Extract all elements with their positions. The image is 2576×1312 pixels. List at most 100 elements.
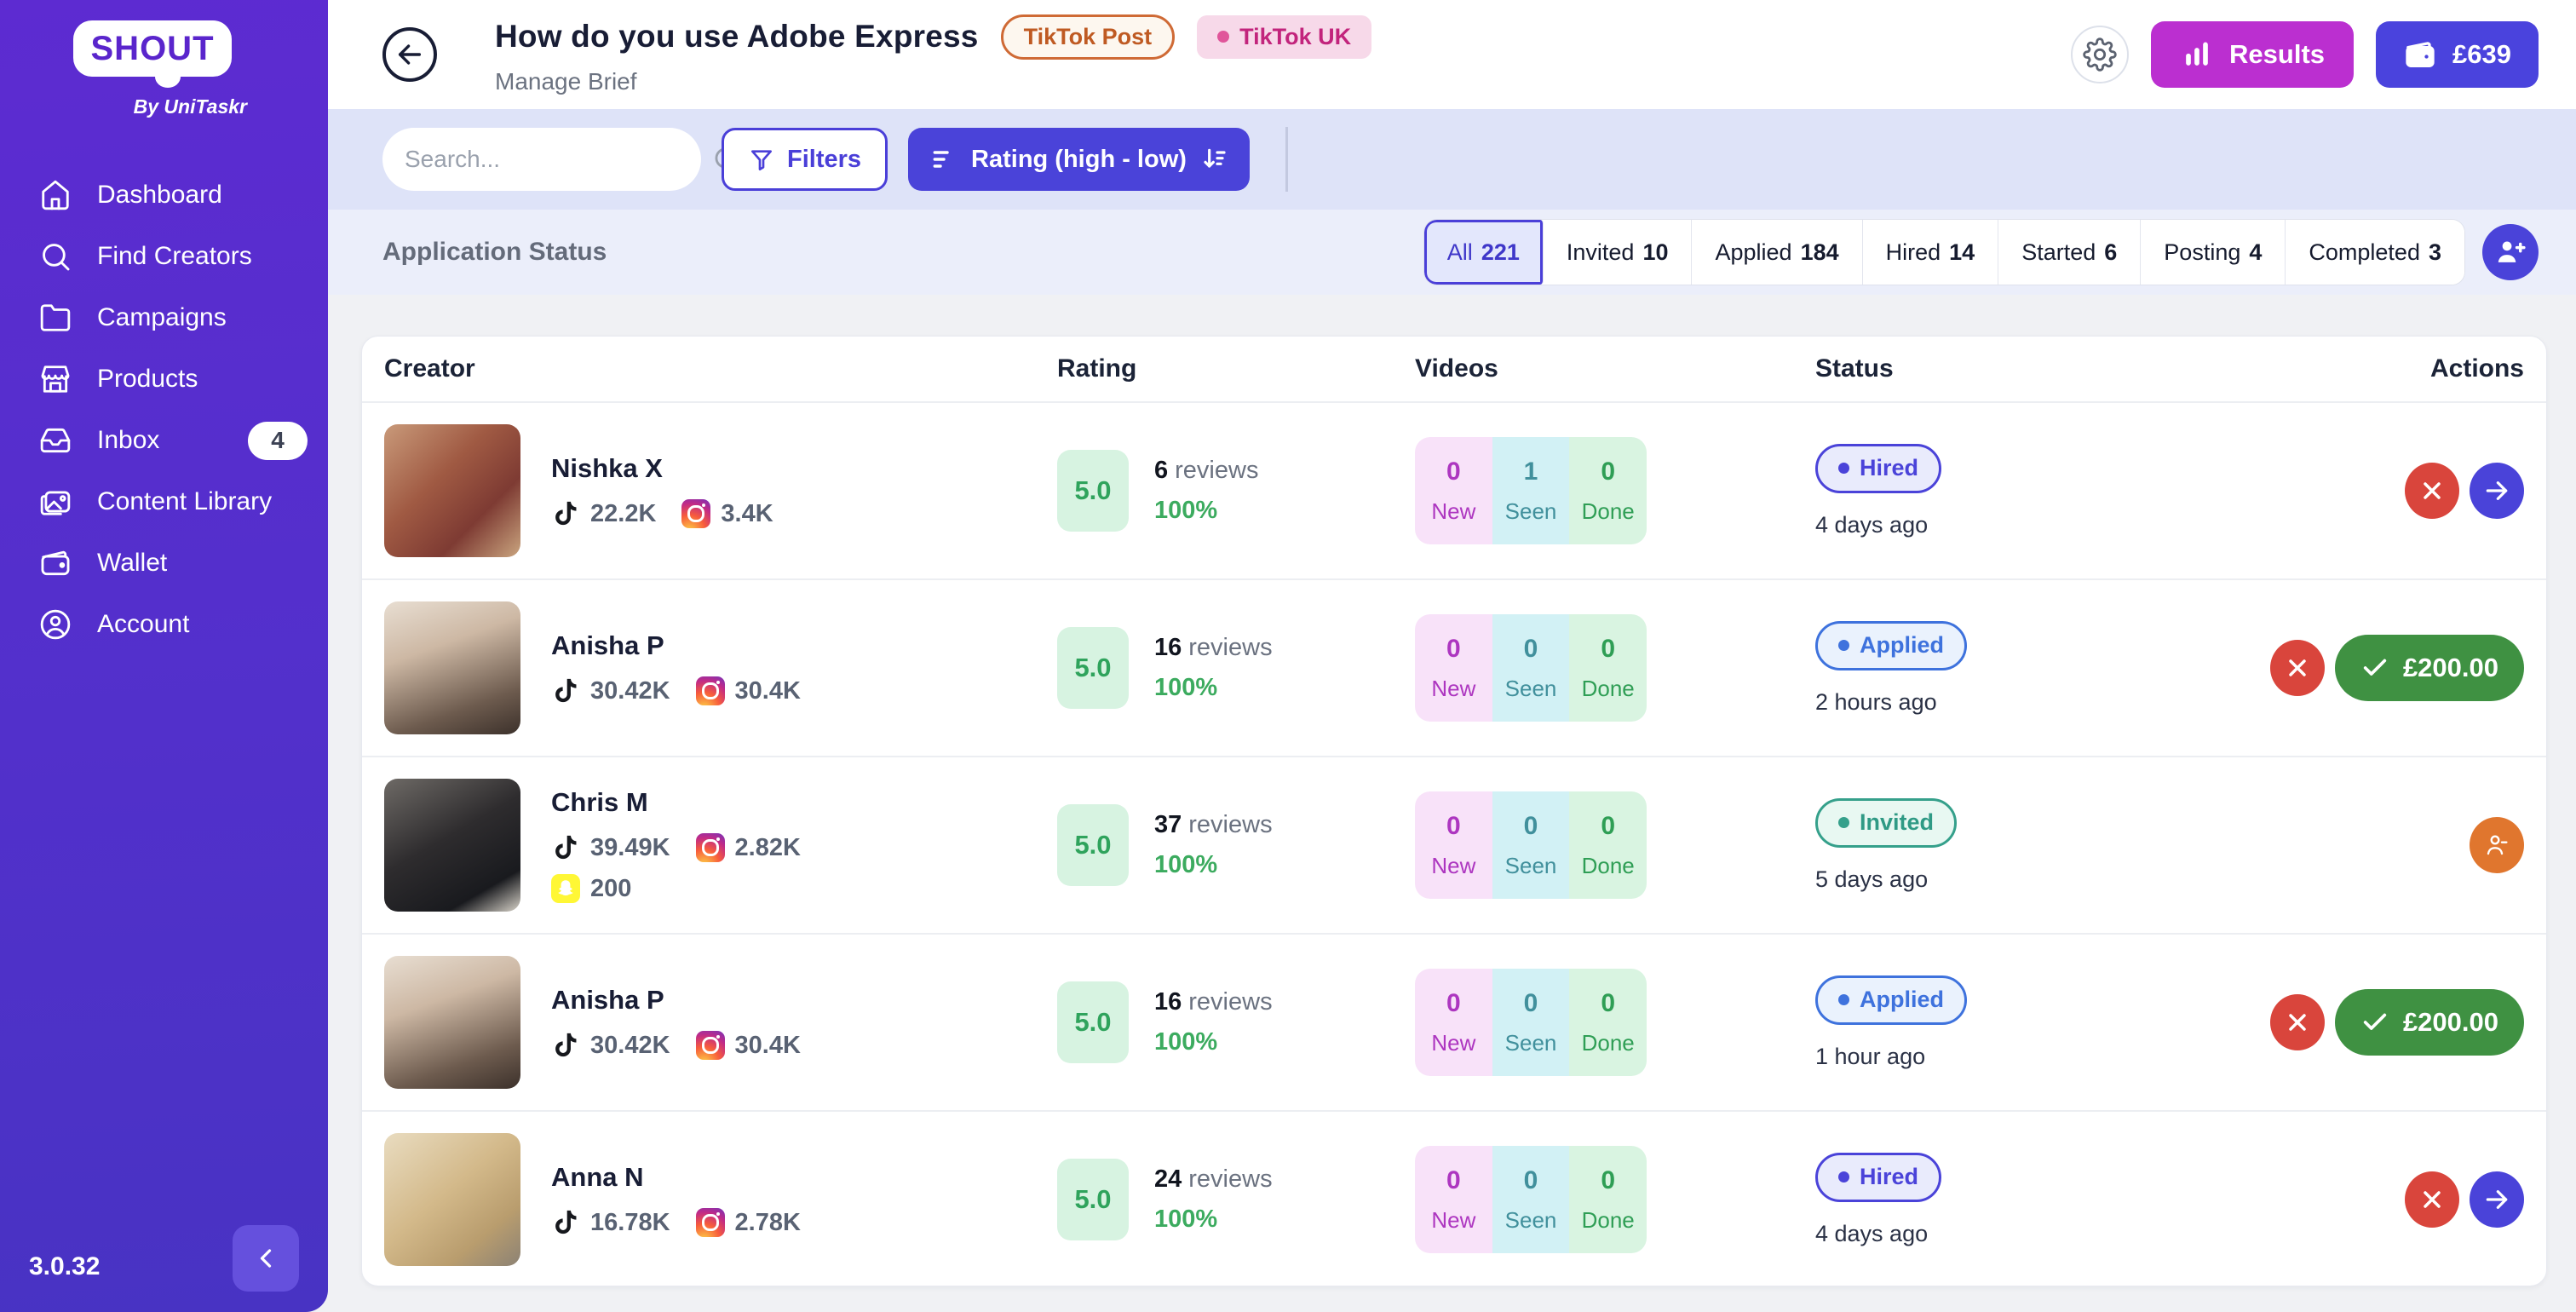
tiktok-icon (555, 1210, 577, 1234)
sidebar-item-products[interactable]: Products (0, 348, 328, 410)
status-badge: Hired (1815, 443, 1942, 493)
sidebar-item-dashboard[interactable]: Dashboard (0, 164, 328, 226)
check-icon (2363, 659, 2387, 676)
instagram-icon (695, 1208, 725, 1237)
logo-bubble: SHOUT (73, 20, 232, 88)
sidebar-item-content-library[interactable]: Content Library (0, 471, 328, 532)
tiktok-followers: 30.42K (590, 1031, 670, 1059)
tab-completed[interactable]: Completed 3 (2286, 220, 2464, 285)
status-dot-icon (1838, 463, 1849, 474)
review-count: 16 (1154, 988, 1182, 1016)
tab-started[interactable]: Started 6 (1998, 220, 2142, 285)
sort-lines-icon (933, 151, 949, 168)
tab-hired[interactable]: Hired 14 (1862, 220, 1999, 285)
sidebar-item-wallet[interactable]: Wallet (0, 532, 328, 594)
status-time: 1 hour ago (1815, 1043, 1926, 1069)
sort-button[interactable]: Rating (high - low) (908, 128, 1250, 191)
status-dot-icon (1838, 994, 1849, 1005)
hire-button[interactable]: £200.00 (2334, 989, 2524, 1056)
creator-avatar (384, 956, 520, 1089)
search-box (382, 128, 739, 191)
gear-icon (2083, 37, 2117, 72)
creators-table: Creator Rating Videos Status Actions Nis… (361, 336, 2547, 1286)
tab-invited[interactable]: Invited 10 (1543, 220, 1693, 285)
view-creator-button[interactable] (2470, 1171, 2524, 1228)
instagram-followers: 30.4K (734, 676, 801, 705)
creator-avatar (384, 1133, 520, 1266)
images-icon (40, 491, 71, 515)
reject-button[interactable] (2405, 1171, 2459, 1228)
search-icon (43, 244, 70, 271)
column-header-actions: Actions (2429, 354, 2524, 383)
tab-posting[interactable]: Posting 4 (2141, 220, 2286, 285)
status-badge: Invited (1815, 797, 1958, 848)
tab-applied[interactable]: Applied 184 (1692, 220, 1863, 285)
settings-button[interactable] (2071, 26, 2130, 83)
application-status-label: Application Status (382, 238, 607, 266)
status-tabs: All 221 Invited 10 Applied 184 Hired 14 Star… (1423, 219, 2465, 285)
tiktok-icon (555, 501, 577, 526)
status-dot-icon (1838, 640, 1849, 651)
videos-summary: 0 New 1 Seen 0 Done (1415, 437, 1647, 544)
reject-button[interactable] (2269, 640, 2325, 696)
back-button[interactable] (382, 27, 437, 82)
app-version: 3.0.32 (29, 1252, 101, 1280)
page-header: How do you use Adobe Express TikTok Post… (328, 0, 2576, 109)
table-header: Creator Rating Videos Status Actions (362, 337, 2546, 401)
tiktok-followers: 39.49K (590, 833, 670, 861)
table-row[interactable]: Chris M 39.49K 2.82K 200 5.0 37 reviews (362, 756, 2546, 933)
rating-badge: 5.0 (1057, 981, 1129, 1063)
main-area: How do you use Adobe Express TikTok Post… (328, 0, 2576, 1312)
inbox-icon (40, 428, 71, 453)
search-input[interactable] (405, 146, 712, 173)
folder-icon (40, 304, 71, 331)
rating-badge: 5.0 (1057, 627, 1129, 709)
wallet-balance-button[interactable]: £639 (2376, 21, 2539, 88)
x-icon (2289, 659, 2306, 676)
completion-percent: 100% (1154, 1028, 1218, 1056)
results-button[interactable]: Results (2151, 21, 2355, 88)
sidebar-item-inbox[interactable]: Inbox 4 (0, 410, 328, 471)
add-creator-button[interactable] (2482, 224, 2539, 280)
inbox-count-badge: 4 (248, 421, 308, 460)
tab-all[interactable]: All 221 (1423, 220, 1544, 285)
home-icon (42, 180, 69, 210)
person-plus-icon (2498, 241, 2526, 262)
table-row[interactable]: Nishka X 22.2K 3.4K 5.0 6 reviews 100% (362, 401, 2546, 578)
tiktok-icon (555, 835, 577, 860)
instagram-followers: 2.82K (734, 833, 801, 861)
view-creator-button[interactable] (2470, 463, 2524, 519)
reject-button[interactable] (2269, 994, 2325, 1050)
creator-name: Anna N (551, 1162, 644, 1192)
snapchat-followers: 200 (590, 874, 632, 902)
status-badge: Hired (1815, 1152, 1942, 1202)
tiktok-followers: 22.2K (590, 499, 657, 527)
toolbar-divider (1285, 127, 1288, 192)
uninvite-button[interactable] (2470, 817, 2524, 873)
sidebar-item-find-creators[interactable]: Find Creators (0, 226, 328, 287)
reject-button[interactable] (2405, 463, 2459, 519)
sidebar-collapse-button[interactable] (233, 1225, 299, 1292)
status-time: 4 days ago (1815, 511, 1929, 538)
creator-name: Nishka X (551, 453, 663, 483)
funnel-icon (751, 150, 772, 171)
creator-avatar (384, 779, 520, 912)
instagram-followers: 3.4K (721, 499, 773, 527)
tiktok-followers: 30.42K (590, 676, 670, 705)
instagram-icon (681, 499, 711, 528)
post-type-badge: TikTok Post (1000, 14, 1176, 60)
column-header-videos: Videos (1415, 354, 1498, 383)
table-row[interactable]: Anisha P 30.42K 30.4K 5.0 16 reviews 100% (362, 578, 2546, 756)
geo-dot-icon (1217, 31, 1230, 43)
sidebar-item-campaigns[interactable]: Campaigns (0, 287, 328, 348)
sidebar-item-account[interactable]: Account (0, 594, 328, 655)
chevron-left-icon (260, 1249, 272, 1268)
table-row[interactable]: Anna N 16.78K 2.78K 5.0 24 reviews 100% (362, 1110, 2546, 1286)
rating-badge: 5.0 (1057, 804, 1129, 886)
creator-avatar (384, 601, 520, 734)
hire-button[interactable]: £200.00 (2334, 635, 2524, 701)
snapchat-icon (551, 874, 580, 903)
sidebar: SHOUT By UniTaskr Dashboard Find Creator… (0, 0, 328, 1312)
filters-button[interactable]: Filters (722, 128, 888, 191)
table-row[interactable]: Anisha P 30.42K 30.4K 5.0 16 reviews 100% (362, 933, 2546, 1110)
